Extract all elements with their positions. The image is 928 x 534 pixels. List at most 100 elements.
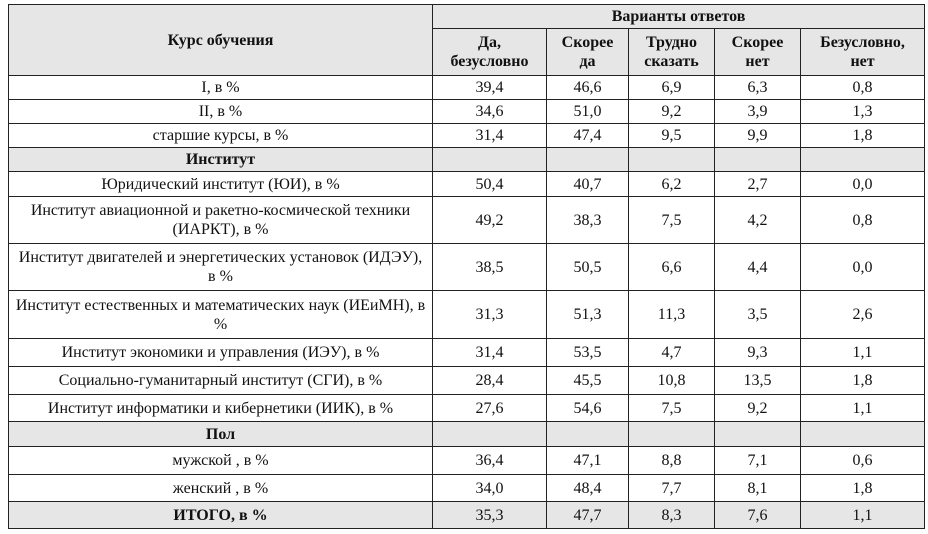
row-label: Социально-гуманитарный институт (СГИ), в…: [8, 366, 433, 395]
value-cell: 31,3: [432, 290, 547, 339]
value-cell: 1,8: [799, 474, 926, 502]
value-cell: 11,3: [628, 290, 715, 339]
group-row: Пол: [8, 421, 926, 447]
value-cell: 6,3: [714, 75, 801, 100]
value-cell: 7,7: [628, 474, 715, 502]
value-cell: 1,1: [799, 338, 926, 367]
row-label: Институт естественных и математических н…: [8, 290, 433, 339]
value-cell: 6,2: [628, 171, 715, 197]
value-cell: 38,5: [432, 243, 547, 291]
table-row: I, в % 39,4 46,6 6,9 6,3 0,8: [8, 75, 926, 100]
value-cell: 4,2: [714, 196, 801, 244]
value-cell: 31,4: [432, 338, 547, 367]
table-row: Институт авиационной и ракетно-космическ…: [8, 196, 926, 244]
column-header: Трудно сказать: [628, 28, 715, 76]
value-cell: 1,1: [799, 501, 926, 529]
value-cell: 40,7: [546, 171, 629, 197]
value-cell: 13,5: [714, 366, 801, 395]
value-cell: 53,5: [546, 338, 629, 367]
value-cell: 48,4: [546, 474, 629, 502]
value-cell: 0,8: [799, 196, 926, 244]
column-header-line: да: [579, 53, 596, 70]
value-cell: 45,5: [546, 366, 629, 395]
row-label: ИТОГО, в %: [8, 501, 433, 529]
value-cell: 28,4: [432, 366, 547, 395]
column-header-line: Безусловно,: [820, 34, 905, 51]
row-label: I, в %: [8, 75, 433, 100]
value-cell: 6,9: [628, 75, 715, 100]
value-cell: 34,6: [432, 99, 547, 124]
empty-cell: [714, 147, 801, 172]
value-cell: 8,1: [714, 474, 801, 502]
value-cell: 7,1: [714, 446, 801, 475]
group-label: Пол: [8, 421, 433, 447]
table-row: Институт информатики и кибернетики (ИИК)…: [8, 394, 926, 422]
value-cell: 1,8: [799, 366, 926, 395]
value-cell: 10,8: [628, 366, 715, 395]
value-cell: 50,4: [432, 171, 547, 197]
value-cell: 1,8: [799, 123, 926, 148]
empty-cell: [432, 421, 547, 447]
table-row: женский , в % 34,0 48,4 7,7 8,1 1,8: [8, 474, 926, 502]
answer-options-header: Варианты ответов: [431, 4, 926, 29]
value-cell: 9,5: [628, 123, 715, 148]
empty-cell: [546, 421, 629, 447]
value-cell: 0,8: [799, 75, 926, 100]
value-cell: 27,6: [432, 394, 547, 422]
value-cell: 7,5: [628, 394, 715, 422]
value-cell: 47,7: [546, 501, 629, 529]
total-row: ИТОГО, в % 35,3 47,7 8,3 7,6 1,1: [8, 501, 926, 529]
value-cell: 9,2: [714, 394, 801, 422]
table-row: II, в % 34,6 51,0 9,2 3,9 1,3: [8, 99, 926, 124]
value-cell: 9,9: [714, 123, 801, 148]
value-cell: 2,7: [714, 171, 801, 197]
value-cell: 8,8: [628, 446, 715, 475]
row-label: Институт авиационной и ракетно-космическ…: [8, 196, 433, 244]
value-cell: 34,0: [432, 474, 547, 502]
value-cell: 49,2: [432, 196, 547, 244]
value-cell: 4,4: [714, 243, 801, 291]
column-header-line: Трудно: [645, 34, 698, 51]
column-header-line: безусловно: [450, 53, 529, 70]
value-cell: 9,3: [714, 338, 801, 367]
value-cell: 0,0: [799, 243, 926, 291]
row-label: Юридический институт (ЮИ), в %: [8, 171, 433, 197]
row-label: II, в %: [8, 99, 433, 124]
value-cell: 9,2: [628, 99, 715, 124]
value-cell: 1,3: [799, 99, 926, 124]
survey-results-table: Курс обучения Варианты ответов Да, безусл…: [8, 4, 926, 529]
empty-cell: [628, 147, 715, 172]
value-cell: 54,6: [546, 394, 629, 422]
value-cell: 7,6: [714, 501, 801, 529]
column-header-line: нет: [745, 53, 770, 70]
column-header-line: Да,: [477, 34, 501, 51]
row-label: Институт двигателей и энергетических уст…: [8, 243, 433, 291]
column-header-line: Скорее: [731, 34, 784, 51]
column-header-line: Скорее: [561, 34, 614, 51]
value-cell: 3,9: [714, 99, 801, 124]
table-row: Институт экономики и управления (ИЭУ), в…: [8, 338, 926, 367]
value-cell: 31,4: [432, 123, 547, 148]
row-label: Институт экономики и управления (ИЭУ), в…: [8, 338, 433, 367]
table-row: Социально-гуманитарный институт (СГИ), в…: [8, 366, 926, 395]
empty-cell: [546, 147, 629, 172]
column-header: Да, безусловно: [432, 28, 547, 76]
value-cell: 51,0: [546, 99, 629, 124]
group-row: Институт: [8, 147, 926, 172]
empty-cell: [799, 147, 926, 172]
row-label: мужской , в %: [8, 446, 433, 475]
row-label: женский , в %: [8, 474, 433, 502]
row-label: старшие курсы, в %: [8, 123, 433, 148]
empty-cell: [628, 421, 715, 447]
row-label: Институт информатики и кибернетики (ИИК)…: [8, 394, 433, 422]
value-cell: 4,7: [628, 338, 715, 367]
table-row: Юридический институт (ЮИ), в % 50,4 40,7 6,…: [8, 171, 926, 197]
group-label: Институт: [8, 147, 433, 172]
value-cell: 0,0: [799, 171, 926, 197]
value-cell: 2,6: [799, 290, 926, 339]
value-cell: 6,6: [628, 243, 715, 291]
table-row: Институт двигателей и энергетических уст…: [8, 243, 926, 291]
value-cell: 36,4: [432, 446, 547, 475]
value-cell: 47,1: [546, 446, 629, 475]
value-cell: 7,5: [628, 196, 715, 244]
